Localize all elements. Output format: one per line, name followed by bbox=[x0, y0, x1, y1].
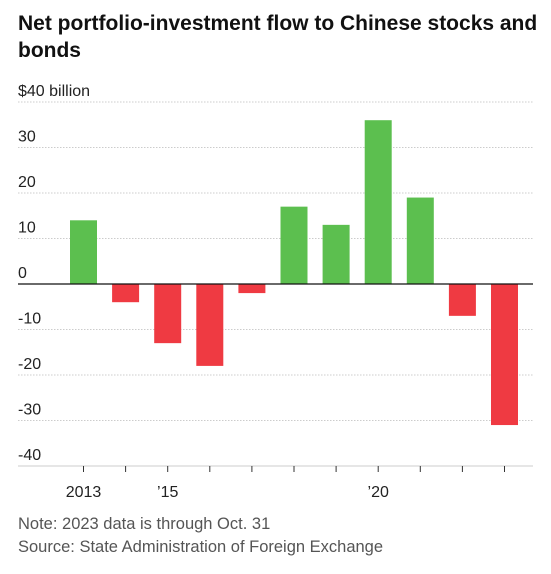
bar-2022 bbox=[448, 284, 476, 316]
x-tick-label: ’20 bbox=[368, 484, 389, 501]
y-axis-labels: $40 billion 30 20 10 0 -10 -20 -30 -40 bbox=[18, 83, 90, 464]
x-axis: 2013 ’15 ’20 bbox=[66, 466, 505, 501]
y-tick-label: 30 bbox=[18, 129, 36, 146]
bar-2014 bbox=[112, 284, 140, 303]
y-tick-label: -10 bbox=[18, 311, 41, 328]
bar-2020 bbox=[364, 120, 392, 284]
y-tick-label: 20 bbox=[18, 174, 36, 191]
bar-2021 bbox=[406, 197, 434, 284]
chart-source: Source: State Administration of Foreign … bbox=[18, 538, 384, 556]
y-tick-label: -30 bbox=[18, 402, 41, 419]
bars bbox=[70, 120, 518, 426]
x-tick-label: 2013 bbox=[66, 484, 102, 501]
bar-2013 bbox=[70, 220, 97, 284]
chart-note: Note: 2023 data is through Oct. 31 bbox=[18, 515, 271, 533]
bar-2016 bbox=[196, 284, 224, 366]
x-tick-label: ’15 bbox=[157, 484, 178, 501]
y-tick-label: -20 bbox=[18, 356, 41, 373]
y-tick-label: 0 bbox=[18, 265, 27, 282]
bar-2018 bbox=[280, 206, 308, 284]
bar-2023 bbox=[491, 284, 518, 426]
y-tick-label: 10 bbox=[18, 220, 36, 237]
y-tick-label: $40 billion bbox=[18, 83, 90, 100]
bar-2019 bbox=[322, 224, 350, 284]
bar-2017 bbox=[238, 284, 266, 294]
bar-2015 bbox=[154, 284, 182, 344]
y-tick-label: -40 bbox=[18, 447, 41, 464]
gridlines bbox=[18, 101, 533, 467]
chart-title: Net portfolio-investment flow to Chinese… bbox=[18, 12, 538, 62]
